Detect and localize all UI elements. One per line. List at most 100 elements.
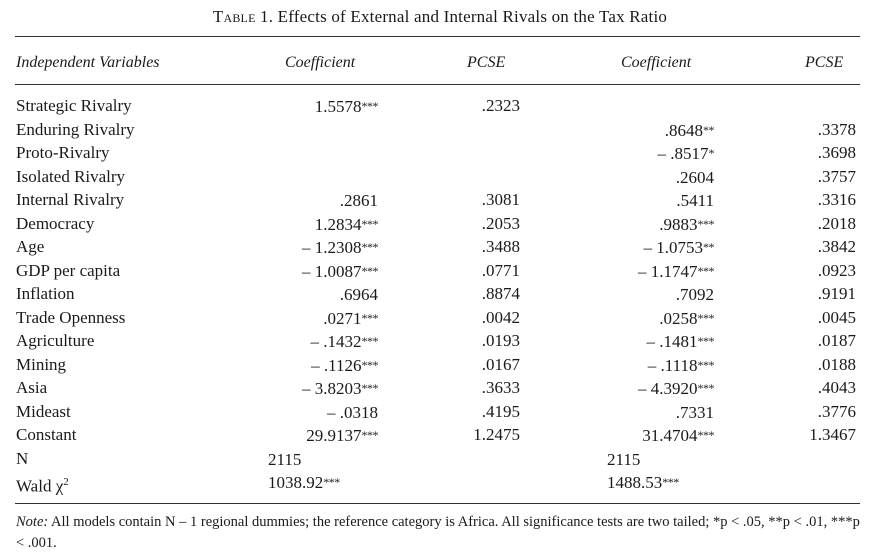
row-label-text: Agriculture (16, 331, 95, 350)
header-variables: Independent Variables (16, 54, 160, 71)
pcse-1-cell: .2053 (482, 214, 520, 234)
row-label-text: GDP per capita (16, 260, 121, 280)
coefficient-1-cell-value: .6964 (339, 285, 378, 304)
coefficient-2-cell: – 1.1747*** (638, 261, 714, 282)
row-label-text: Isolated Rivalry (16, 166, 126, 186)
coefficient-1-cell-value: 1.2834 (314, 214, 362, 234)
significance-stars: ** (703, 122, 715, 137)
coefficient-2-cell-value: – .1481 (646, 332, 698, 351)
coefficient-2-cell: .7331 (676, 402, 714, 423)
table-note: Note: All models contain N – 1 regional … (16, 512, 866, 554)
coefficient-2-cell: .7092 (676, 284, 714, 305)
pcse-2-cell-value: 1.3467 (809, 425, 856, 444)
coefficient-2-cell-value: .0258 (659, 308, 698, 328)
coefficient-2-cell: .5411 (676, 190, 714, 211)
significance-stars: *** (662, 475, 679, 489)
coefficient-1-cell: .2861 (340, 190, 378, 211)
pcse-1-cell: .0193 (482, 331, 520, 351)
row-label-text: Constant (16, 425, 77, 444)
pcse-1-cell: .8874 (482, 284, 520, 304)
note-text: All models contain N – 1 regional dummie… (16, 514, 860, 551)
coefficient-2-cell: .0258*** (659, 308, 714, 329)
note-label: Note: (16, 514, 49, 530)
coefficient-1-cell: – .1126*** (311, 355, 378, 376)
pcse-2-cell-value: .3842 (817, 237, 856, 256)
row-label: Strategic Rivalry (16, 96, 132, 116)
significance-stars: *** (361, 240, 379, 254)
row-label-text: Mining (16, 354, 67, 374)
significance-stars: *** (361, 381, 379, 395)
significance-stars: *** (323, 475, 340, 489)
coefficient-2-cell-value: – 1.1747 (638, 261, 698, 281)
coefficient-2-cell: .9883*** (659, 214, 714, 235)
coefficient-1-cell: – 1.2308*** (302, 237, 378, 258)
row-label: N (16, 449, 28, 469)
coefficient-2-cell: – 4.3920*** (638, 378, 714, 399)
pcse-1-cell: .3488 (482, 237, 520, 257)
pcse-1-cell-value: .0193 (481, 331, 520, 350)
pcse-2-cell: .3776 (818, 402, 856, 422)
coefficient-1-cell-value: 1.5578 (314, 97, 362, 116)
pcse-2-cell-value: .3757 (817, 166, 856, 186)
top-rule (15, 36, 860, 37)
pcse-1-cell-value: 1.2475 (473, 425, 520, 444)
coefficient-1-cell-value: – 1.0087 (302, 261, 362, 281)
pcse-1-cell: .0042 (482, 308, 520, 328)
coefficient-2-cell-value: 1488.53 (607, 473, 663, 492)
coefficient-1-cell-value: 1038.92 (268, 473, 324, 492)
significance-stars: *** (361, 357, 379, 372)
pcse-1-cell-value: .3633 (481, 378, 520, 397)
pcse-2-cell: .0188 (818, 355, 856, 375)
significance-stars: *** (361, 428, 379, 442)
pcse-2-cell-value: .0045 (817, 307, 856, 327)
significance-stars: *** (697, 334, 715, 348)
significance-stars: *** (697, 428, 715, 442)
coefficient-1-cell: 2115 (268, 449, 301, 470)
coefficient-1-cell-value: – .1432 (310, 332, 362, 351)
significance-stars: *** (361, 334, 379, 348)
coefficient-2-cell: 1488.53*** (607, 472, 679, 493)
pcse-1-cell-value: .0042 (481, 307, 520, 327)
pcse-2-cell-value: .0187 (817, 331, 856, 350)
pcse-2-cell: .4043 (818, 378, 856, 398)
header-coefficient-2: Coefficient (621, 54, 692, 71)
row-label: Mideast (16, 402, 71, 422)
pcse-2-cell: .0923 (818, 261, 856, 281)
coefficient-2-cell-value: – 4.3920 (638, 379, 698, 398)
coefficient-1-cell-value: – 1.2308 (302, 238, 362, 257)
coefficient-2-cell-value: – .1118 (647, 355, 698, 375)
significance-stars: *** (697, 357, 715, 372)
row-label-text: Proto-Rivalry (16, 143, 110, 162)
pcse-2-cell-value: .2018 (817, 213, 856, 233)
pcse-1-cell-value: .8874 (481, 284, 520, 303)
coefficient-1-cell: .6964 (340, 284, 378, 305)
coefficient-2-cell-value: – .8517 (657, 144, 709, 163)
row-label-text: Wald χ (16, 476, 64, 496)
coefficient-2-cell-value: .5411 (676, 191, 714, 210)
pcse-1-cell: .0771 (482, 261, 520, 281)
coefficient-1-cell: 1.2834*** (314, 214, 379, 235)
coefficient-2-cell: – 1.0753** (644, 237, 715, 258)
row-label-text: Age (16, 237, 45, 256)
pcse-1-cell-value: .3081 (481, 190, 520, 209)
coefficient-1-cell-value: – .0318 (327, 402, 378, 422)
row-label-text: Asia (16, 378, 48, 397)
header-pcse-2: PCSE (805, 54, 844, 71)
coefficient-2-cell: – .1118*** (647, 355, 715, 376)
table-title: Effects of External and Internal Rivals … (277, 7, 668, 26)
row-label: Asia (16, 378, 47, 398)
row-label: Trade Openness (16, 308, 125, 328)
coefficient-2-cell-value: .8648 (664, 120, 703, 140)
significance-stars: *** (361, 99, 379, 113)
header-coefficient-1: Coefficient (285, 54, 356, 71)
coefficient-2-cell-value: – 1.0753 (643, 238, 704, 257)
row-label: GDP per capita (16, 261, 120, 281)
pcse-1-cell: .4195 (482, 402, 520, 422)
header-pcse-1: PCSE (467, 54, 506, 71)
significance-stars: *** (697, 216, 715, 231)
coefficient-1-cell: – 1.0087*** (302, 261, 378, 282)
pcse-2-cell-value: .0188 (817, 354, 856, 374)
coefficient-2-cell-value: 2115 (607, 449, 641, 469)
row-label: Democracy (16, 214, 94, 234)
row-label: Enduring Rivalry (16, 120, 135, 140)
